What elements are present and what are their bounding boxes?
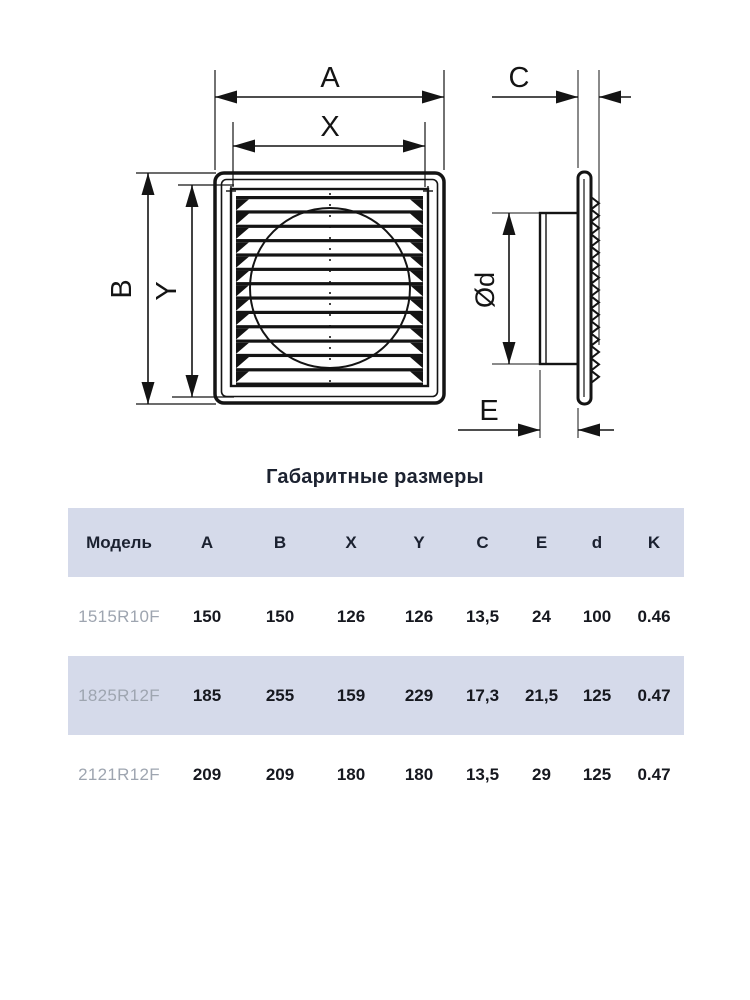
duct-circle [249,207,411,369]
model-name: 1825R12F [78,685,160,705]
model-name: 1515R10F [78,606,160,626]
dim-value: 125 [582,685,612,705]
col-header-b: B [273,532,287,552]
dimension-B: B [106,172,216,405]
dim-value: 150 [192,606,222,626]
dim-label-y: Y [151,281,183,300]
dim-value: 255 [265,685,295,705]
dim-value: 209 [265,764,295,784]
dim-label-diameter: Ød [470,272,500,308]
dim-label-x: X [320,111,339,143]
dim-value: 21,5 [524,685,559,705]
dimension-A: A [214,62,445,170]
dim-value: 0.47 [637,764,671,784]
dim-value: 125 [582,764,612,784]
dim-value: 185 [192,685,222,705]
dim-label-b: B [106,279,138,298]
grille-outer-frame [213,171,446,405]
dim-value: 229 [404,685,434,705]
col-header-c: C [476,532,489,552]
dim-value: 180 [404,764,434,784]
table-header-row: Модель A B X Y C E d K [68,508,684,577]
col-header-x: X [345,532,357,552]
dim-value: 13,5 [465,764,500,784]
dim-value: 29 [532,764,551,784]
dimension-Y: Y [151,184,234,398]
dim-value: 0.46 [637,606,671,626]
col-header-a: A [200,532,214,552]
dim-value: 100 [582,606,612,626]
dim-value: 126 [336,606,366,626]
dim-label-c: C [509,62,530,94]
dim-value: 126 [404,606,434,626]
dim-label-e: E [479,395,498,427]
dim-value: 0.47 [637,685,671,705]
section-title: Габаритные размеры [266,466,484,488]
dim-value: 150 [265,606,295,626]
dim-value: 13,5 [465,606,500,626]
dimension-X: X [232,111,426,187]
front-view: A X B [106,62,446,405]
louver-panel [229,187,430,388]
col-header-d: d [591,532,603,552]
table-row: 1825R12F 185 255 159 229 17,3 21,5 125 0… [68,656,684,735]
dimensions-table: Модель A B X Y C E d K 1515R10F 150 150 … [68,508,684,814]
side-view: C Ød E [458,62,631,438]
table-row: 2121R12F 209 209 180 180 13,5 29 125 0.4… [68,735,684,814]
col-header-model: Модель [86,532,152,552]
dimension-E: E [458,370,614,438]
corner-marks [226,186,433,196]
dim-value: 17,3 [465,685,500,705]
col-header-y: Y [413,532,425,552]
dim-value: 209 [192,764,222,784]
louver-slats [236,196,423,386]
dim-label-a: A [320,62,340,94]
model-name: 2121R12F [78,764,160,784]
dimension-diameter: Ød [470,212,540,365]
technical-drawing: A X B [106,62,631,438]
dim-value: 24 [532,606,551,626]
table-row: 1515R10F 150 150 126 126 13,5 24 100 0.4… [68,577,684,656]
dim-value: 159 [336,685,366,705]
dim-value: 180 [336,764,366,784]
col-header-k: K [647,532,661,552]
grille-inner-frame [220,178,439,398]
dimension-C: C [492,62,631,345]
col-header-e: E [535,532,548,552]
